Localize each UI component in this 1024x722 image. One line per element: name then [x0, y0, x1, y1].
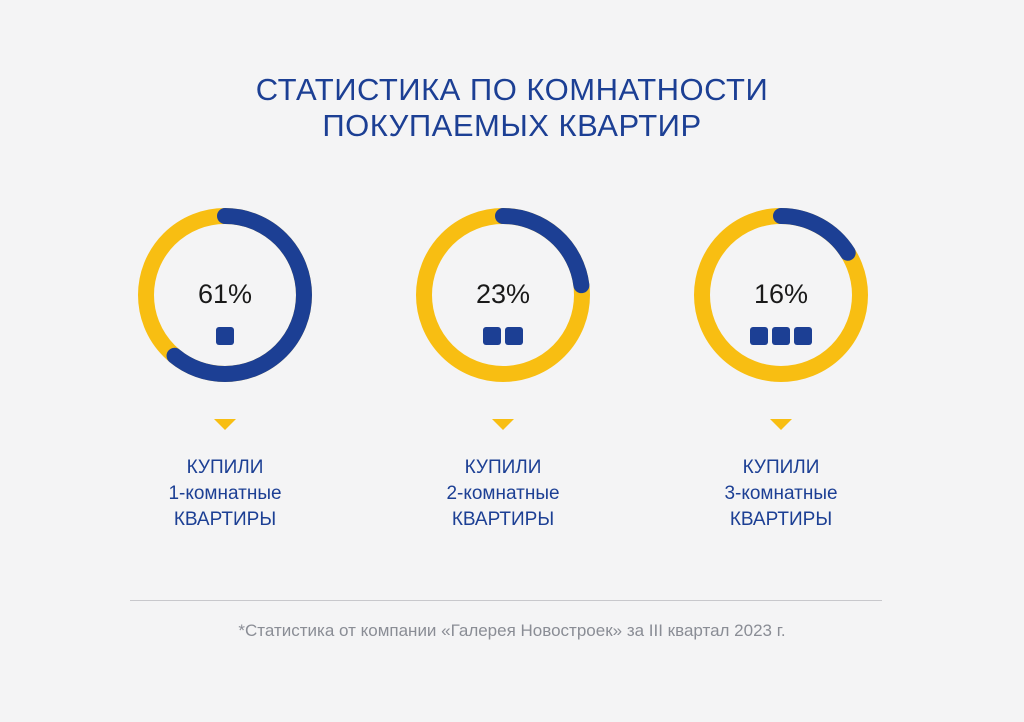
- donut-arc-2-room: [416, 208, 590, 382]
- donut-arc-1-room: [138, 208, 312, 382]
- title-line-2: ПОКУПАЕМЫХ КВАРТИР: [322, 108, 702, 143]
- room-square-icon: [505, 327, 523, 345]
- percent-label-3-room: 16%: [753, 279, 809, 309]
- caption-line: 1-комнатные: [168, 483, 282, 504]
- caption-line: КУПИЛИ: [186, 457, 264, 478]
- pointer-triangle-icon: [492, 419, 514, 430]
- room-square-icon: [216, 327, 234, 345]
- caption-line: 3-комнатные: [724, 483, 838, 504]
- room-icons-3: [693, 327, 869, 345]
- donut-svg: [138, 208, 312, 382]
- caption-3-room: КУПИЛИ 3-комнатные КВАРТИРЫ: [661, 455, 901, 533]
- donut-arc-3-room: [694, 208, 868, 382]
- caption-line: КВАРТИРЫ: [451, 509, 555, 530]
- title-line-1: СТАТИСТИКА ПО КОМНАТНОСТИ: [255, 72, 769, 107]
- caption-line: КУПИЛИ: [742, 457, 820, 478]
- donut-chart-3-room: 16%: [693, 207, 869, 383]
- donut-svg: [416, 208, 590, 382]
- room-square-icon: [750, 327, 768, 345]
- footnote: *Статистика от компании «Галерея Новостр…: [238, 621, 786, 640]
- room-square-icon: [483, 327, 501, 345]
- page-title: СТАТИСТИКА ПО КОМНАТНОСТИ ПОКУПАЕМЫХ КВА…: [0, 72, 1024, 144]
- donut-chart-1-room: 61%: [137, 207, 313, 383]
- caption-1-room: КУПИЛИ 1-комнатные КВАРТИРЫ: [105, 455, 345, 533]
- pointer-triangle-icon: [214, 419, 236, 430]
- room-icons-1: [137, 327, 313, 345]
- donut-chart-2-room: 23%: [415, 207, 591, 383]
- caption-line: 2-комнатные: [446, 483, 560, 504]
- caption-line: КУПИЛИ: [464, 457, 542, 478]
- percent-label-1-room: 61%: [197, 279, 253, 309]
- room-square-icon: [772, 327, 790, 345]
- caption-line: КВАРТИРЫ: [729, 509, 833, 530]
- caption-line: КВАРТИРЫ: [173, 509, 277, 530]
- room-icons-2: [415, 327, 591, 345]
- percent-label-2-room: 23%: [475, 279, 531, 309]
- room-square-icon: [794, 327, 812, 345]
- divider: [130, 600, 882, 601]
- caption-2-room: КУПИЛИ 2-комнатные КВАРТИРЫ: [383, 455, 623, 533]
- pointer-triangle-icon: [770, 419, 792, 430]
- donut-svg: [694, 208, 868, 382]
